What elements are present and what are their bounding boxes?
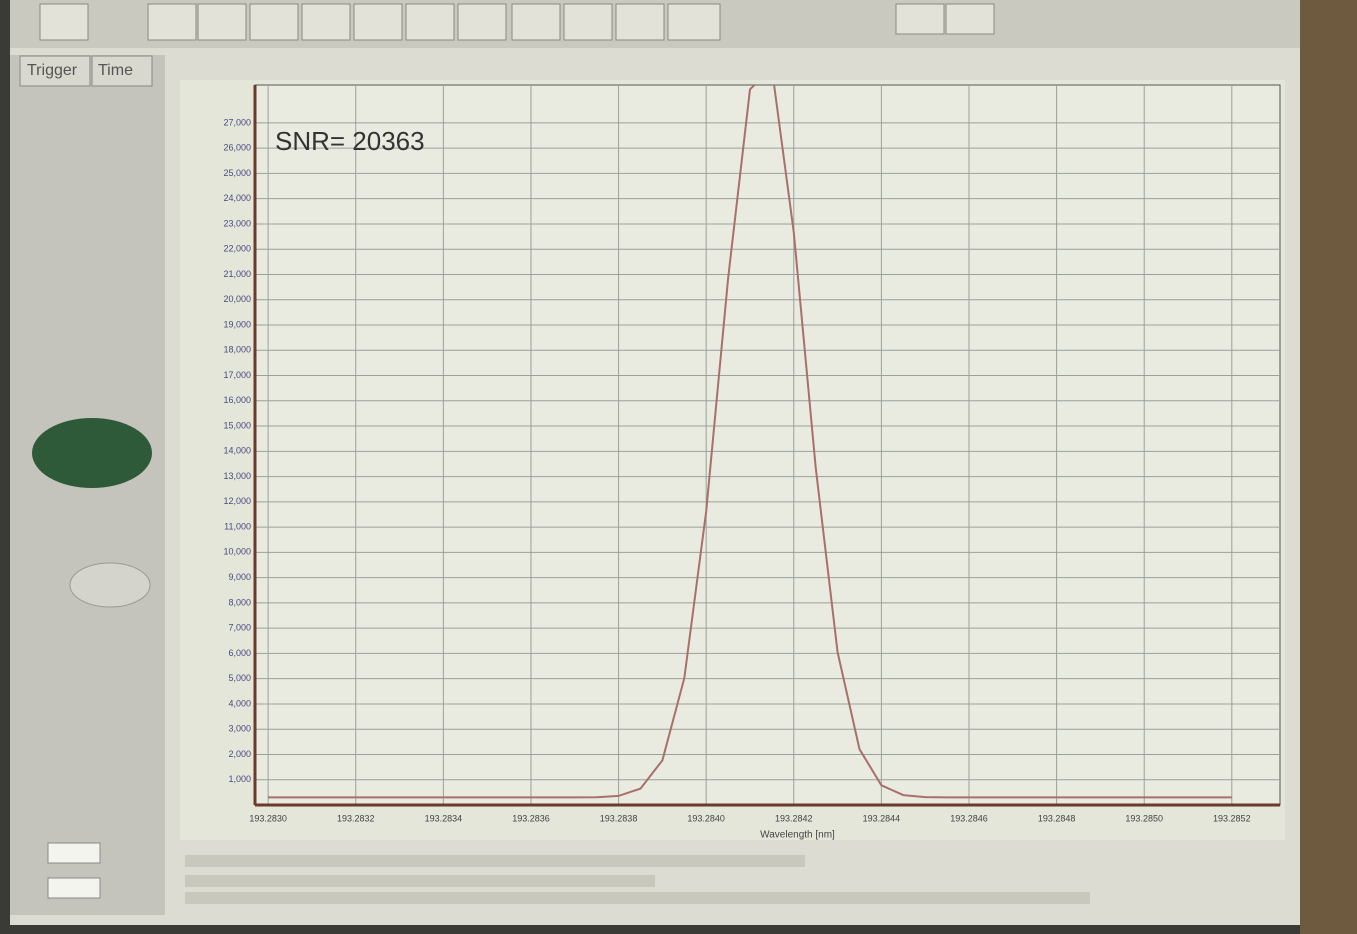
y-tick-label: 27,000 xyxy=(223,117,251,127)
tab-label[interactable]: Trigger xyxy=(27,62,78,79)
x-tick-label: 193.2850 xyxy=(1125,813,1163,823)
y-tick-label: 14,000 xyxy=(223,446,251,456)
tab-label[interactable]: Time xyxy=(98,62,133,79)
y-tick-label: 4,000 xyxy=(228,698,251,708)
y-tick-label: 25,000 xyxy=(223,168,251,178)
x-tick-label: 193.2832 xyxy=(337,813,375,823)
y-tick-label: 22,000 xyxy=(223,244,251,254)
annotation: SNR= 20363 xyxy=(275,126,425,156)
y-tick-label: 17,000 xyxy=(223,370,251,380)
y-tick-label: 10,000 xyxy=(223,547,251,557)
y-tick-label: 2,000 xyxy=(228,749,251,759)
status-line xyxy=(185,875,655,887)
input[interactable] xyxy=(48,843,100,863)
tool-button[interactable] xyxy=(896,4,944,34)
y-tick-label: 19,000 xyxy=(223,319,251,329)
tool-button[interactable] xyxy=(946,4,994,34)
tool-button[interactable] xyxy=(148,4,196,40)
tool-button[interactable] xyxy=(668,4,720,40)
y-tick-label: 26,000 xyxy=(223,143,251,153)
x-tick-label: 193.2834 xyxy=(425,813,463,823)
y-tick-label: 6,000 xyxy=(228,648,251,658)
y-tick-label: 15,000 xyxy=(223,420,251,430)
y-tick-label: 18,000 xyxy=(223,345,251,355)
tool-button[interactable] xyxy=(616,4,664,40)
y-tick-label: 21,000 xyxy=(223,269,251,279)
y-tick-label: 8,000 xyxy=(228,597,251,607)
tool-button[interactable] xyxy=(354,4,402,40)
start-button[interactable] xyxy=(32,418,152,488)
x-tick-label: 193.2836 xyxy=(512,813,550,823)
x-tick-label: 193.2840 xyxy=(687,813,725,823)
y-tick-label: 11,000 xyxy=(224,521,251,531)
tool-button[interactable] xyxy=(302,4,350,40)
reset-button[interactable] xyxy=(70,563,150,607)
tool-button[interactable] xyxy=(198,4,246,40)
tool-button[interactable] xyxy=(406,4,454,40)
monitor-edge xyxy=(1300,0,1357,934)
plot: 1,000 2,000 3,000 4,000 5,000 6,000 7,000 8,000… xyxy=(223,69,1280,841)
y-tick-label: 20,000 xyxy=(223,294,251,304)
screen: Trigger Time 1,000 2,000 3,000 4,000 5,000 6,… xyxy=(0,0,1357,934)
tool-button[interactable] xyxy=(458,4,506,40)
status-line xyxy=(185,855,805,867)
y-tick-label: 3,000 xyxy=(228,724,251,734)
tool-button[interactable] xyxy=(512,4,560,40)
x-tick-label: 193.2852 xyxy=(1213,813,1251,823)
tool-button[interactable] xyxy=(250,4,298,40)
input[interactable] xyxy=(48,878,100,898)
x-tick-label: 193.2842 xyxy=(775,813,813,823)
tool-button[interactable] xyxy=(564,4,612,40)
y-tick-label: 9,000 xyxy=(228,572,251,582)
status-line xyxy=(185,892,1090,904)
y-tick-label: 16,000 xyxy=(223,395,251,405)
y-tick-label: 7,000 xyxy=(228,623,251,633)
x-tick-label: 193.2846 xyxy=(950,813,988,823)
x-axis-label: Wavelength [nm] xyxy=(760,830,835,841)
y-tick-label: 5,000 xyxy=(228,673,251,683)
y-tick-label: 24,000 xyxy=(223,193,251,203)
y-tick-label: 23,000 xyxy=(223,218,251,228)
plot-area xyxy=(255,85,1280,805)
y-tick-label: 12,000 xyxy=(223,496,251,506)
x-tick-label: 193.2830 xyxy=(249,813,287,823)
y-tick-label: 1,000 xyxy=(228,774,251,784)
tool-button[interactable] xyxy=(40,4,88,40)
x-tick-label: 193.2838 xyxy=(600,813,638,823)
x-tick-label: 193.2848 xyxy=(1038,813,1076,823)
y-tick-label: 13,000 xyxy=(223,471,251,481)
x-tick-label: 193.2844 xyxy=(863,813,901,823)
